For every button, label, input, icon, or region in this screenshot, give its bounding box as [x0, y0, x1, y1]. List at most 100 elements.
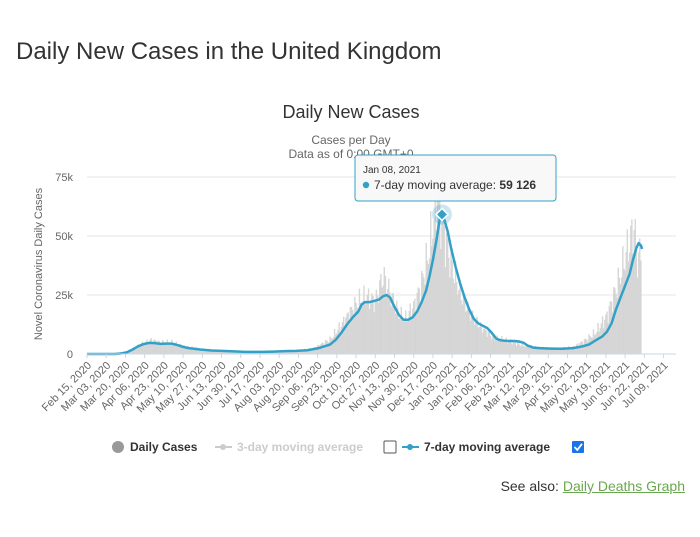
daily-case-bar — [165, 344, 167, 355]
daily-case-bar — [557, 349, 560, 355]
daily-case-bar — [394, 313, 397, 355]
daily-case-bar — [622, 246, 624, 355]
daily-case-bar — [176, 346, 179, 355]
daily-deaths-graph-link[interactable]: Daily Deaths Graph — [562, 478, 685, 494]
daily-case-bar — [604, 319, 606, 355]
legend-label-daily-cases: Daily Cases — [130, 440, 198, 454]
daily-case-bar — [540, 348, 543, 355]
daily-case-bar — [576, 343, 579, 355]
daily-case-bar — [448, 257, 450, 355]
daily-case-bar — [528, 347, 530, 355]
y-axis-ticks: 0 25k 50k 75k — [55, 172, 73, 361]
daily-case-bar — [527, 346, 529, 355]
daily-case-bar — [379, 280, 381, 355]
daily-case-bar — [425, 242, 427, 355]
daily-case-bar — [406, 321, 408, 355]
daily-case-bar — [639, 238, 641, 355]
daily-case-bar — [536, 348, 538, 355]
7-day-ma-checkbox[interactable] — [572, 441, 584, 453]
daily-case-bar — [600, 323, 603, 355]
daily-case-bar — [615, 293, 617, 355]
daily-case-bar — [357, 309, 359, 355]
daily-case-bar — [330, 338, 332, 355]
daily-case-bar — [456, 282, 458, 355]
daily-case-bar — [502, 341, 504, 355]
daily-case-bar — [599, 328, 601, 355]
daily-case-bar — [472, 319, 475, 355]
daily-case-bar — [626, 229, 629, 355]
daily-case-bar — [415, 314, 417, 355]
daily-case-bar — [419, 302, 422, 355]
daily-cases-bars — [87, 177, 642, 355]
legend-item-3-day-ma[interactable]: 3-day moving average — [215, 440, 363, 454]
daily-case-bar — [346, 313, 348, 355]
daily-case-bar — [385, 296, 388, 355]
daily-case-bar — [185, 348, 188, 355]
daily-case-bar — [465, 311, 467, 355]
daily-case-bar — [350, 306, 353, 355]
daily-case-bar — [433, 220, 435, 355]
daily-case-bar — [503, 341, 505, 355]
daily-case-bar — [156, 344, 158, 355]
tooltip-series-dot — [362, 181, 370, 189]
daily-case-bar — [515, 345, 518, 355]
daily-case-bar — [460, 300, 462, 355]
daily-case-bar — [413, 301, 415, 355]
daily-case-bar — [181, 347, 183, 355]
daily-case-bar — [361, 306, 363, 355]
daily-case-bar — [399, 318, 401, 355]
chart-title: Daily New Cases — [282, 102, 419, 122]
daily-case-bar — [521, 343, 523, 355]
daily-case-bar — [593, 334, 596, 355]
daily-case-bar — [610, 301, 613, 355]
daily-case-bar — [449, 277, 451, 355]
daily-case-bar — [491, 339, 493, 355]
daily-case-bar — [151, 343, 154, 355]
daily-case-bar — [416, 292, 418, 355]
daily-case-bar — [320, 343, 322, 355]
daily-case-bar — [522, 345, 525, 355]
legend-label-3-day-ma: 3-day moving average — [237, 440, 363, 454]
daily-case-bar — [489, 336, 492, 355]
daily-case-bar — [169, 343, 172, 355]
daily-case-bar — [162, 340, 164, 355]
daily-case-bar — [389, 292, 391, 355]
daily-case-bar — [483, 328, 485, 355]
daily-case-bar — [632, 253, 634, 355]
daily-case-bar — [443, 225, 445, 355]
daily-case-bar — [405, 310, 407, 355]
daily-case-bar — [475, 318, 477, 355]
daily-case-bar — [517, 341, 519, 355]
3-day-ma-checkbox[interactable] — [383, 440, 397, 454]
hover-point-marker[interactable] — [434, 207, 450, 222]
tooltip-date: Jan 08, 2021 — [363, 165, 421, 176]
tooltip: Jan 08, 2021 7-day moving average: 59 12… — [354, 154, 557, 225]
daily-case-bar — [479, 322, 482, 355]
daily-case-bar — [463, 294, 466, 355]
legend-item-7-day-ma[interactable]: 7-day moving average — [402, 440, 550, 454]
daily-case-bar — [495, 340, 497, 355]
daily-case-bar — [493, 337, 495, 355]
daily-case-bar — [457, 294, 459, 355]
daily-case-bar — [638, 252, 640, 355]
daily-case-bar — [441, 221, 443, 355]
legend-item-daily-cases[interactable]: Daily Cases — [112, 440, 198, 454]
daily-case-bar — [523, 346, 526, 355]
daily-case-bar — [621, 277, 623, 355]
daily-case-bar — [635, 245, 638, 355]
3-day-ma-legend-dot — [220, 444, 226, 450]
daily-case-bar — [586, 339, 588, 355]
daily-case-bar — [636, 277, 639, 355]
daily-case-bar — [387, 288, 389, 355]
daily-case-bar — [478, 327, 480, 355]
y-tick-label: 50k — [55, 231, 73, 243]
daily-case-bar — [342, 316, 345, 355]
daily-case-bar — [390, 306, 392, 355]
daily-case-bar — [617, 267, 620, 355]
daily-case-bar — [422, 273, 424, 355]
daily-cases-chart: Daily New Cases Cases per Day Data as of… — [33, 102, 676, 454]
7-day-moving-average-line[interactable] — [87, 213, 644, 356]
daily-case-bar — [590, 337, 592, 355]
daily-case-bar — [485, 330, 487, 355]
daily-case-bar — [401, 317, 404, 355]
